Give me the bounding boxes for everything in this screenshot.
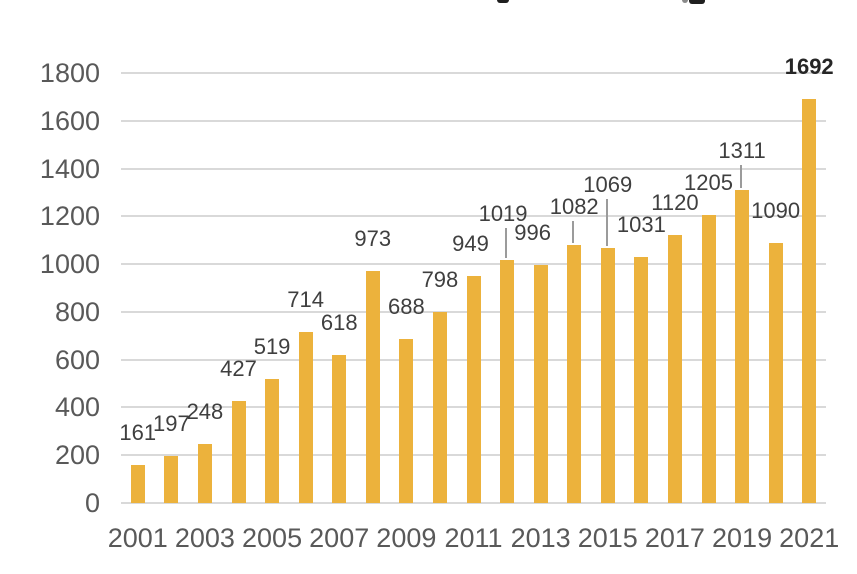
gridline [121,72,826,74]
data-label: 1120 [651,190,699,216]
x-axis-tick-label: 2003 [174,523,235,553]
y-axis-tick-label: 800 [54,296,100,327]
bar-2013 [533,265,548,503]
clipped-title-fragment [689,0,705,4]
data-label: 1311 [718,137,766,163]
x-axis-tick-label: 2009 [376,523,437,553]
x-axis-tick-label: 2005 [242,523,303,553]
x-axis-tick-label: 2011 [444,523,503,553]
bar-2009 [399,338,414,503]
data-label: 1031 [616,211,666,237]
bar-2010 [432,312,447,503]
bar-2017 [667,235,682,503]
x-axis-tick-label: 2013 [510,523,571,553]
data-label: 1019 [478,200,528,226]
data-label: 161 [119,419,157,445]
gridline [121,502,826,504]
leader-line [572,220,575,243]
bar-2002 [164,455,179,503]
bar-2021 [802,98,817,503]
leader-line [505,227,508,258]
data-label: 618 [320,310,358,336]
data-label: 996 [514,220,551,246]
x-axis-tick-label: 2007 [309,523,370,553]
bar-2011 [466,276,481,503]
gridline [121,119,826,122]
bar-2015 [600,247,615,503]
bar-2001 [130,464,145,503]
bar-2004 [231,400,246,503]
data-label: 427 [220,355,257,381]
y-axis-tick-label: 1800 [39,58,100,88]
data-label: 798 [421,267,459,293]
gridline [121,215,826,218]
gridline [121,263,826,266]
data-label: 1205 [684,170,733,196]
data-label: 949 [452,231,489,257]
data-label: 1692 [784,53,834,79]
y-axis-tick-label: 1200 [39,201,100,232]
data-label: 197 [152,410,190,436]
bar-2016 [634,256,649,503]
leader-line [605,198,608,246]
gridline [121,167,826,170]
clipped-title-fragment [682,0,688,3]
x-axis-tick-label: 2021 [779,523,840,553]
data-label: 248 [186,398,224,424]
data-label: 519 [253,334,291,360]
bar-2005 [265,379,280,503]
data-label: 973 [354,225,392,251]
data-label: 688 [387,293,425,319]
bar-2012 [500,259,515,503]
x-axis-tick-label: 2001 [107,523,168,553]
y-axis-tick-label: 1400 [39,153,100,184]
x-axis-tick-label: 2015 [577,523,638,553]
bar-2007 [332,355,347,503]
y-axis-tick-label: 1600 [39,105,100,136]
bar-2008 [365,270,380,503]
y-axis-tick-label: 1000 [39,249,100,280]
data-label: 1082 [549,193,599,219]
bar-2018 [701,215,716,503]
clipped-title-fragment [497,0,509,3]
data-label: 1090 [751,197,801,223]
y-axis-tick-label: 400 [54,392,100,423]
y-axis-tick-label: 200 [54,440,100,471]
y-axis-tick-label: 0 [84,488,100,518]
y-axis-tick-label: 600 [54,344,100,375]
bar-2014 [567,244,582,503]
bar-2006 [298,332,313,503]
x-axis-tick-label: 2019 [712,523,773,553]
data-label: 714 [287,287,324,313]
data-label: 1069 [583,171,633,197]
x-axis-tick-label: 2017 [644,523,705,553]
bar-2020 [768,242,783,503]
bar-2003 [197,443,212,503]
leader-line [740,164,743,188]
bar-2019 [735,189,750,503]
